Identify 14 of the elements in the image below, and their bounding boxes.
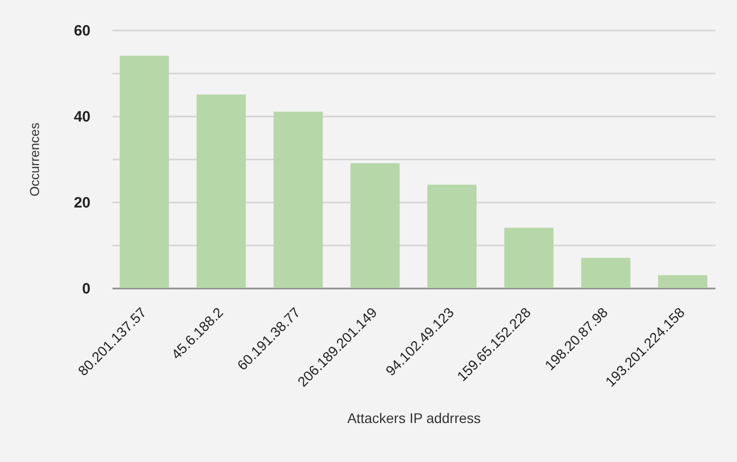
bar [581, 258, 630, 288]
bar [120, 56, 169, 288]
bar [658, 275, 708, 288]
y-tick-label: 60 [74, 22, 90, 40]
bar [504, 228, 554, 288]
bar [427, 184, 477, 288]
y-tick-label: 20 [74, 194, 90, 212]
y-tick-label: 40 [74, 108, 90, 126]
bar [196, 94, 246, 288]
y-tick-label: 0 [82, 280, 90, 298]
bar [274, 112, 323, 288]
x-axis-title: Attackers IP addrress [347, 410, 481, 426]
y-axis-title: Occurrences [26, 122, 42, 196]
bar [350, 163, 400, 288]
